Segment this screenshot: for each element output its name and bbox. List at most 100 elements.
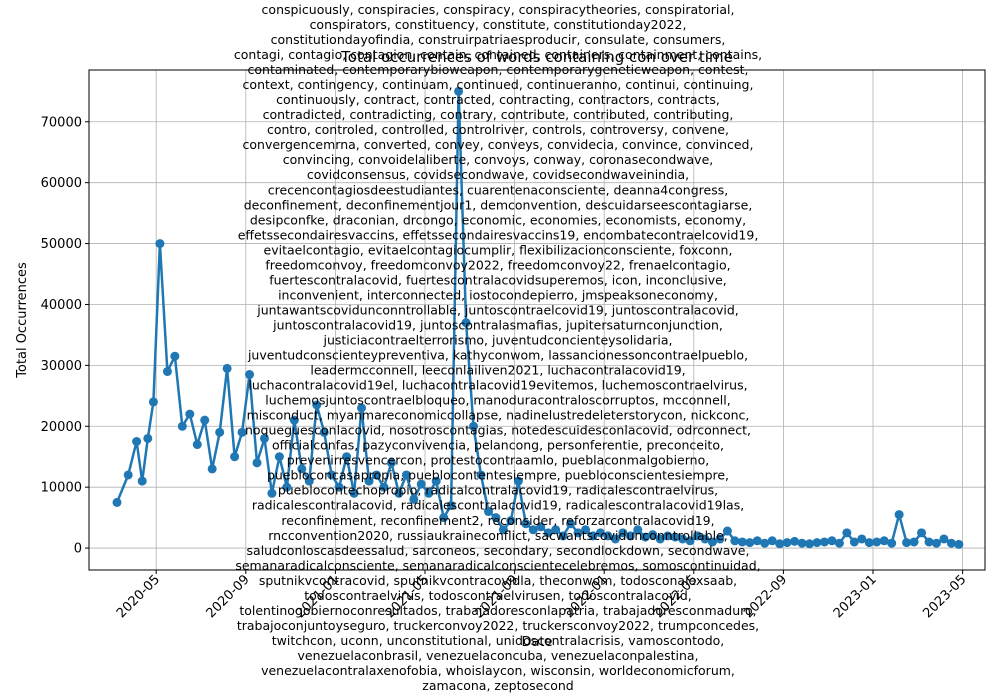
data-point bbox=[693, 531, 703, 541]
data-point bbox=[648, 530, 658, 540]
annotation-line: saludconloscasdeessalud, sarconeos, seco… bbox=[247, 543, 750, 558]
annotation-line: continuously, contract, contracted, cont… bbox=[276, 92, 720, 107]
data-point bbox=[827, 536, 837, 546]
annotation-line: effetssecondairesvaccins, effetssecondai… bbox=[238, 227, 759, 242]
data-point bbox=[775, 539, 785, 549]
data-point bbox=[857, 534, 867, 544]
data-point bbox=[192, 440, 202, 450]
data-point bbox=[112, 497, 122, 507]
data-point bbox=[864, 538, 874, 548]
data-point bbox=[790, 536, 800, 546]
data-point bbox=[536, 522, 546, 532]
annotation-line: conspirators, constituency, constitute, … bbox=[310, 17, 687, 32]
data-point bbox=[887, 538, 897, 548]
annotation-line: tolentinogobiernoconresultados, trabajad… bbox=[239, 603, 756, 618]
annotation-line: inconvenient, interconnected, iostoconde… bbox=[278, 287, 718, 302]
data-point bbox=[491, 513, 501, 523]
data-point bbox=[879, 536, 889, 546]
data-point bbox=[446, 500, 456, 510]
annotation-line: evitaelcontagio, evitaelcontagiocumplir,… bbox=[264, 242, 733, 257]
data-point bbox=[245, 370, 255, 380]
data-point bbox=[685, 536, 695, 546]
data-point bbox=[737, 537, 747, 547]
data-point bbox=[618, 528, 628, 538]
annotation-line: contradicted, contradicting, contrary, c… bbox=[263, 107, 734, 122]
annotation-line: radicalescontralacovid, radicalescontral… bbox=[252, 498, 744, 513]
data-point bbox=[939, 534, 949, 544]
data-point bbox=[409, 494, 419, 504]
data-point bbox=[812, 538, 822, 548]
y-tick-label: 30000 bbox=[41, 359, 82, 374]
data-point bbox=[842, 528, 852, 538]
annotation-line: venezuelacontralaxenofobia, whoislaycon,… bbox=[261, 663, 735, 678]
data-point bbox=[543, 528, 553, 538]
data-point bbox=[633, 525, 643, 535]
y-tick-label: 40000 bbox=[41, 298, 82, 313]
data-point bbox=[207, 464, 217, 474]
annotation-line: context, contingency, continuam, continu… bbox=[243, 77, 754, 92]
annotation-line: pueblocontechopropio, radicalcontralacov… bbox=[278, 483, 718, 498]
data-point bbox=[155, 239, 165, 249]
data-point bbox=[170, 351, 180, 361]
data-point bbox=[304, 476, 314, 486]
data-point bbox=[483, 507, 493, 517]
data-point bbox=[663, 531, 673, 541]
y-tick-label: 70000 bbox=[41, 115, 82, 130]
data-point bbox=[573, 528, 583, 538]
data-point bbox=[162, 366, 172, 376]
y-tick-label: 10000 bbox=[41, 481, 82, 496]
data-point bbox=[700, 534, 710, 544]
annotation-line: misconduct, myanmareconomiccollapse, nad… bbox=[247, 408, 750, 423]
data-point bbox=[297, 464, 307, 474]
data-point bbox=[461, 318, 471, 328]
data-point bbox=[364, 476, 374, 486]
annotation-line: leadermcconnell, leeconlailiven2021, luc… bbox=[310, 363, 685, 378]
annotation-line: contro, controled, controlled, controlri… bbox=[267, 122, 729, 137]
data-point bbox=[745, 538, 755, 548]
data-point bbox=[902, 538, 912, 548]
data-point bbox=[670, 532, 680, 542]
annotation-line: todoscontraelvirus, todoscontraelvirusen… bbox=[304, 588, 692, 603]
annotation-line: trabajoconjuntoyseguro, truckerconvoy202… bbox=[237, 618, 759, 633]
data-point bbox=[200, 415, 210, 425]
data-point bbox=[439, 513, 449, 523]
annotation-line: twitchcon, uconn, unconstitutional, unid… bbox=[272, 633, 725, 648]
data-point bbox=[371, 470, 381, 480]
data-point bbox=[909, 537, 919, 547]
data-point bbox=[924, 537, 934, 547]
y-tick-label: 60000 bbox=[41, 176, 82, 191]
data-point bbox=[730, 536, 740, 546]
data-point bbox=[222, 363, 232, 373]
data-point bbox=[640, 532, 650, 542]
annotation-line: covidconsensus, covidsecondwave, covidse… bbox=[307, 167, 689, 182]
data-point bbox=[394, 488, 404, 498]
data-point bbox=[722, 526, 732, 536]
x-axis-label: Date bbox=[521, 635, 552, 650]
data-point bbox=[849, 537, 859, 547]
data-point bbox=[872, 537, 882, 547]
data-point bbox=[678, 534, 688, 544]
data-point bbox=[551, 525, 561, 535]
annotation-line: rncconvention2020, russiaukraineconflict… bbox=[268, 528, 728, 543]
annotation-line: deconfinement, deconfinementjour1, demco… bbox=[244, 197, 753, 212]
data-point bbox=[752, 536, 762, 546]
data-point bbox=[782, 538, 792, 548]
data-point bbox=[469, 421, 479, 431]
data-point bbox=[603, 531, 613, 541]
data-point bbox=[274, 452, 284, 462]
annotation-line: semanaradicalconsciente, semanaradicalco… bbox=[235, 558, 760, 573]
annotation-line: zamacona, zeptosecond bbox=[422, 678, 573, 693]
data-point bbox=[282, 482, 292, 492]
y-tick-label: 0 bbox=[74, 542, 82, 557]
annotation-line: conspicuously, conspiracies, conspiracy,… bbox=[262, 2, 735, 17]
data-point bbox=[143, 433, 153, 443]
data-point bbox=[327, 470, 337, 480]
annotation-line: noqueguesconlacovid, nosotroscontagias, … bbox=[245, 423, 751, 438]
data-point bbox=[476, 470, 486, 480]
data-point bbox=[760, 538, 770, 548]
annotation-line: sputnikvcontracovid, sputnikvcontracovid… bbox=[259, 573, 737, 588]
data-point bbox=[707, 537, 717, 547]
annotation-line: juventudconscienteypreventiva, kathyconw… bbox=[247, 348, 748, 363]
data-point bbox=[357, 403, 367, 413]
data-point bbox=[931, 538, 941, 548]
